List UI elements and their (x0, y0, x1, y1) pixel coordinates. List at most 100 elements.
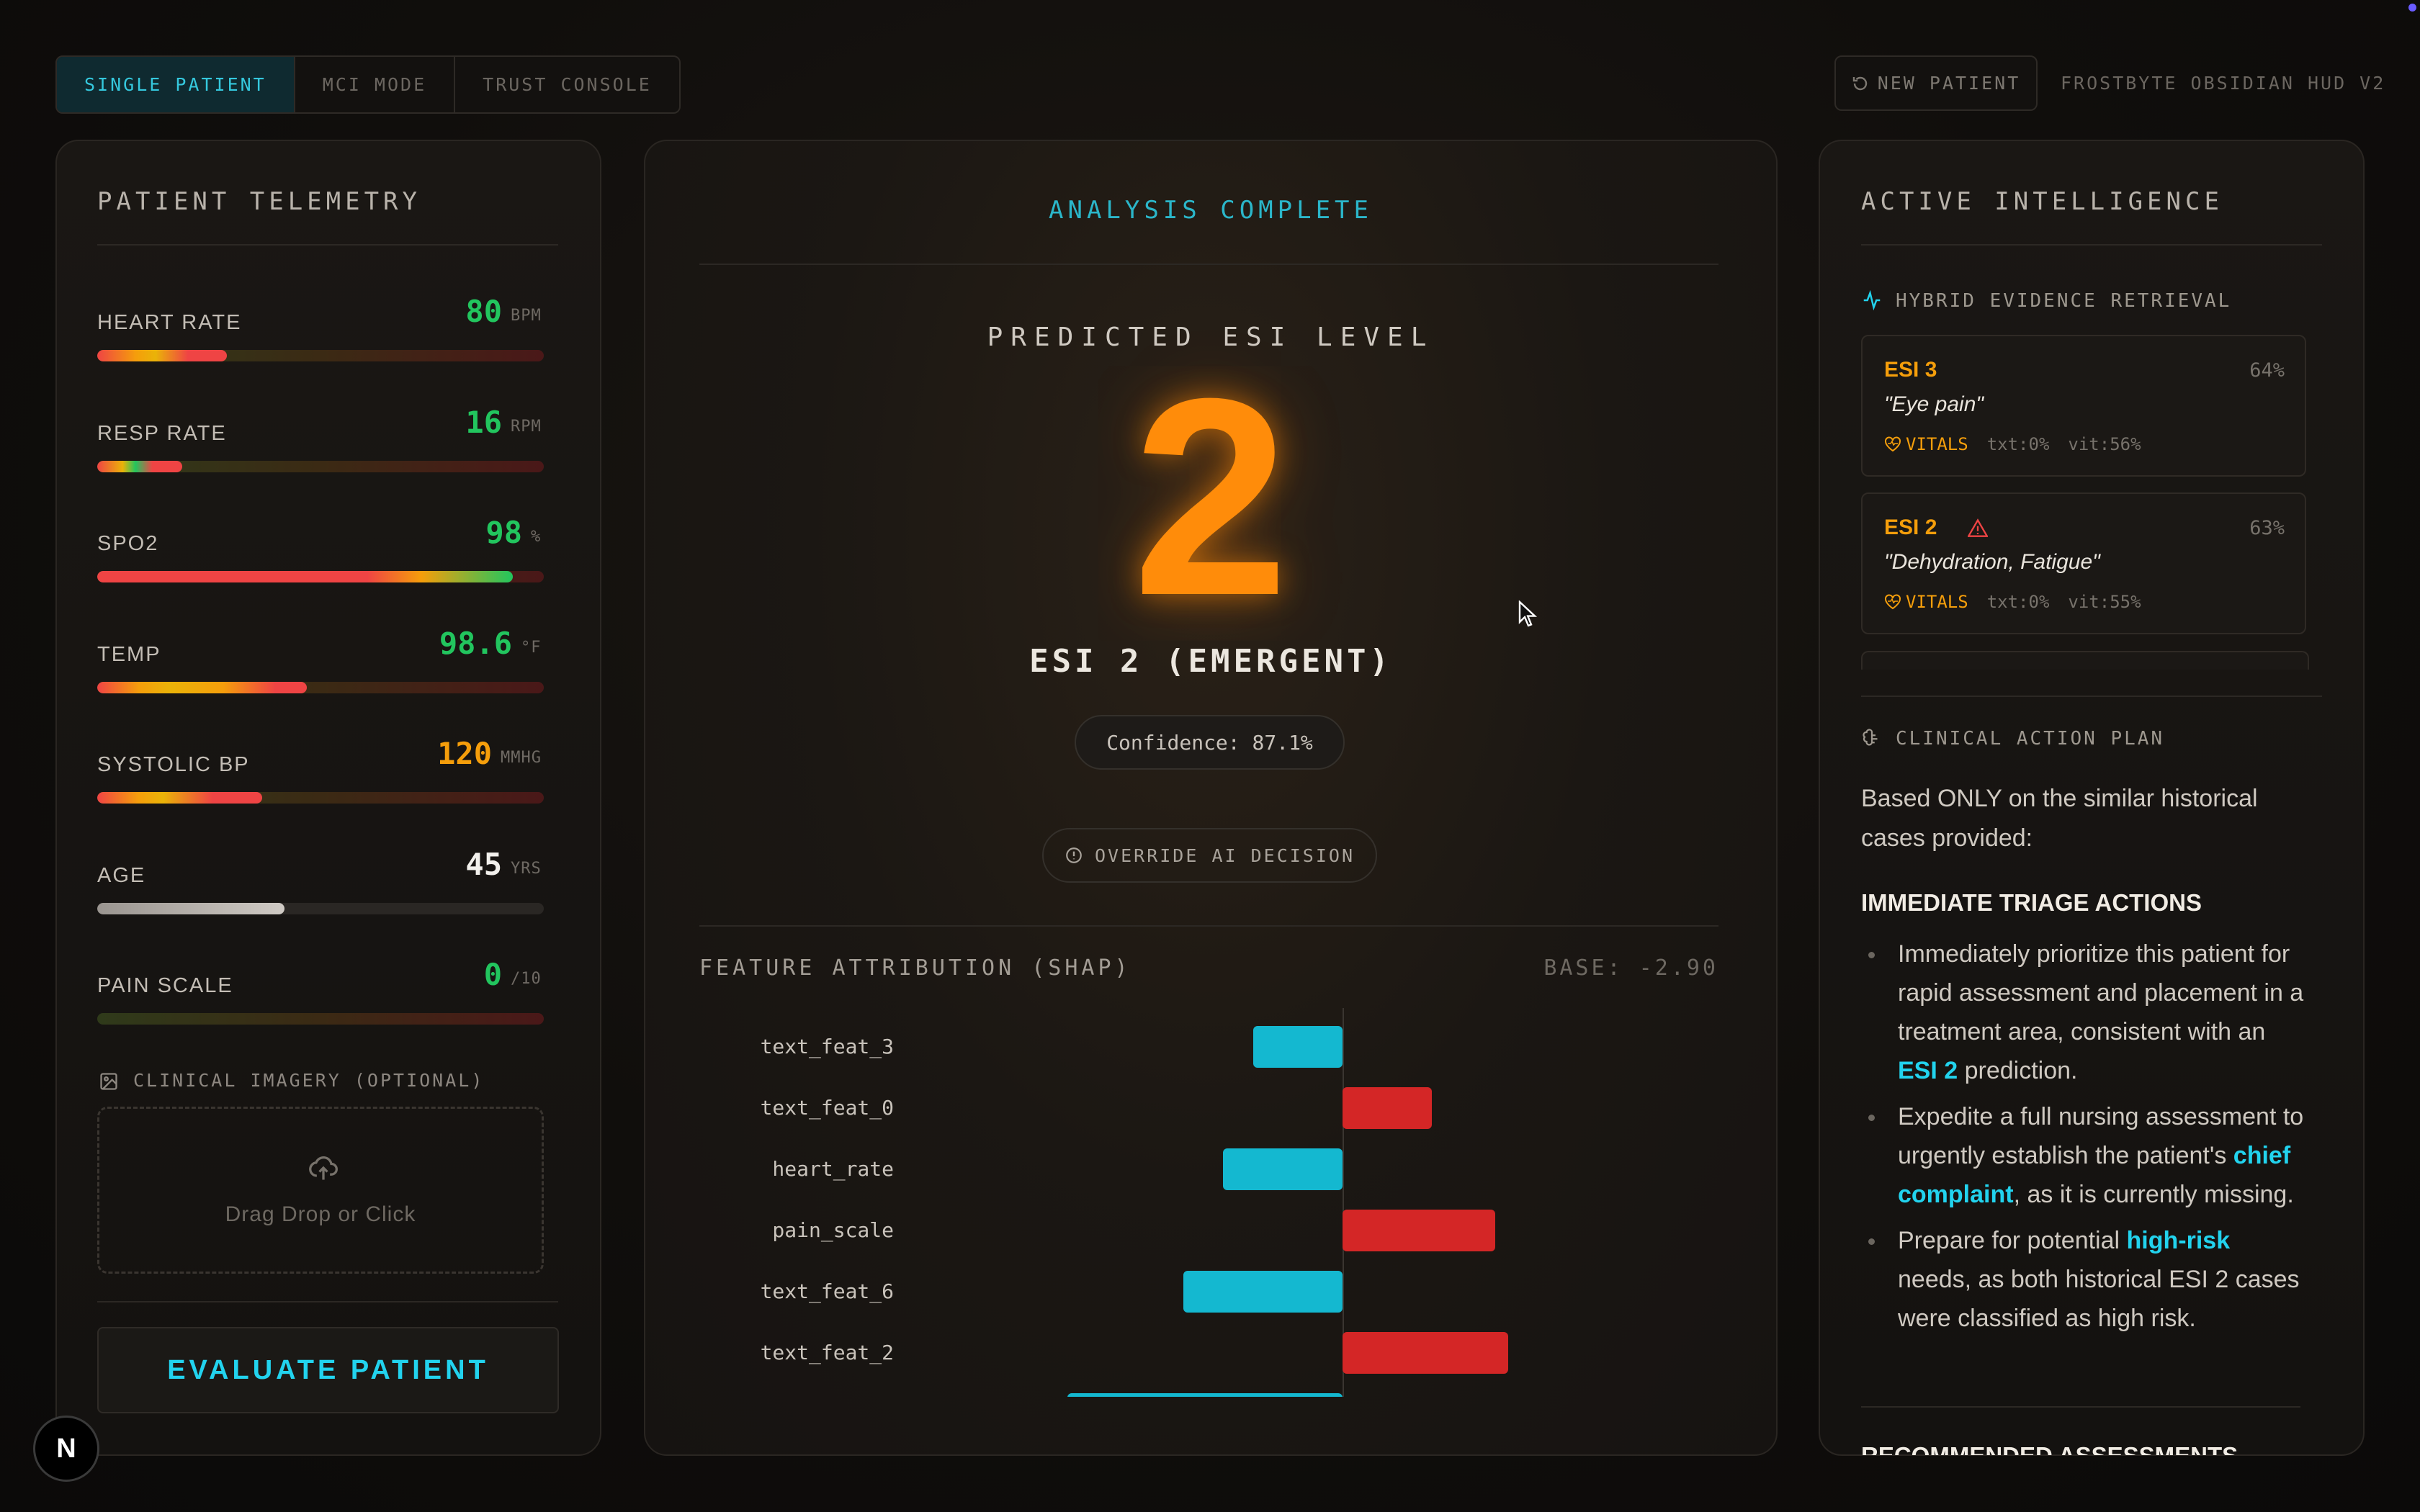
triage-action-item: Immediately prioritize this patient for … (1861, 935, 2308, 1090)
shap-bar (1343, 1087, 1433, 1129)
shap-feature-label: text_feat_0 (760, 1096, 894, 1120)
evidence-similarity: 63% (2249, 517, 2285, 539)
metric-label: SPO2 (97, 532, 159, 555)
panel-title-intelligence: ACTIVE INTELLIGENCE (1861, 187, 2223, 216)
evidence-complaint: "Dehydration, Fatigue" (1884, 550, 2100, 574)
evidence-similarity: 64% (2249, 359, 2285, 382)
brand-label: FROSTBYTE OBSIDIAN HUD V2 (2061, 73, 2386, 94)
metric-value: 98.6 (439, 625, 512, 661)
divider (699, 264, 1718, 265)
evidence-card[interactable]: ESI 2 63% "Dehydration, Fatigue" VITALS txt:… (1861, 492, 2306, 634)
evidence-esi: ESI 2 (1884, 516, 1937, 539)
vitals-tag: VITALS (1884, 434, 1968, 454)
evidence-meta: VITALS txt:0% vit:56% (1884, 434, 2141, 454)
metric-label: PAIN SCALE (97, 974, 233, 997)
evidence-esi: ESI 3 (1884, 358, 1937, 382)
metric-bar (97, 902, 544, 914)
metric-unit: RPM (511, 417, 542, 436)
metric-value: 16 (465, 404, 502, 440)
status-dot (2408, 4, 2416, 12)
upload-cloud-icon (309, 1156, 338, 1180)
metric-value: 45 (465, 846, 502, 882)
shap-bar (1067, 1393, 1343, 1397)
divider (97, 244, 558, 246)
hybrid-evidence-label: HYBRID EVIDENCE RETRIEVAL (1896, 290, 2232, 312)
metric-bar (97, 681, 544, 693)
metric-bar (97, 350, 544, 361)
override-label: OVERRIDE AI DECISION (1094, 845, 1355, 866)
metric-bar-fill (97, 792, 263, 804)
heart-pulse-icon (1885, 594, 1901, 610)
metric-unit: °F (521, 638, 542, 657)
vitals-score: vit:55% (2068, 592, 2141, 612)
metric-label: TEMP (97, 642, 161, 666)
predicted-esi-label: PREDICTED ESI LEVEL (987, 323, 1435, 352)
metric-value: 80 (465, 294, 502, 329)
shap-feature-label: text_feat_3 (760, 1035, 894, 1058)
image-icon (100, 1073, 117, 1090)
highlight-term: high-risk (2126, 1227, 2231, 1254)
highlight-term: ESI 2 (1898, 1057, 1958, 1084)
zero-axis (1343, 1008, 1344, 1397)
evidence-card[interactable]: ESI 3 64% "Eye pain" VITALS txt:0% vit:56% (1861, 335, 2306, 477)
metric-bar (97, 792, 544, 804)
tab-single-patient[interactable]: SINGLE PATIENT (57, 57, 295, 112)
mouse-cursor-icon (1518, 600, 1538, 627)
shap-feature-label: heart_rate (772, 1157, 894, 1181)
metric-unit: /10 (511, 970, 542, 988)
analysis-status: ANALYSIS COMPLETE (1049, 196, 1373, 225)
mode-switcher: SINGLE PATIENT MCI MODE TRUST CONSOLE (55, 55, 681, 114)
divider (97, 1301, 558, 1302)
shap-feature-label: text_feat_6 (760, 1279, 894, 1303)
divider (1861, 1406, 2300, 1408)
evidence-complaint: "Eye pain" (1884, 392, 1984, 416)
shap-bar (1252, 1026, 1343, 1068)
vitals-score: vit:56% (2068, 434, 2141, 454)
esi-level-text: ESI 2 (EMERGENT) (1029, 643, 1392, 680)
metric-unit: BPM (511, 307, 542, 325)
warning-icon (1968, 518, 1988, 537)
shap-base-value: BASE: -2.90 (1543, 955, 1718, 981)
tab-trust-console[interactable]: TRUST CONSOLE (483, 74, 652, 95)
action-text: Immediately prioritize this patient for … (1898, 940, 2304, 1045)
metric-value: 98 (485, 515, 522, 550)
vitals-tag: VITALS (1884, 592, 1968, 612)
metric-bar (97, 571, 544, 582)
action-text: prediction. (1958, 1057, 2078, 1084)
new-patient-label: NEW PATIENT (1877, 73, 2021, 94)
metric-bar-fill (97, 350, 227, 361)
recommended-assessments-heading: RECOMMENDED ASSESSMENTS (1861, 1442, 2238, 1455)
new-patient-button[interactable]: NEW PATIENT (1834, 55, 2038, 111)
tab-mci-mode[interactable]: MCI MODE (295, 57, 456, 112)
next-devtools-badge[interactable]: N (33, 1416, 99, 1482)
metric-value: 120 (437, 736, 492, 771)
triage-action-item: Expedite a full nursing assessment to ur… (1861, 1097, 2308, 1214)
highlight-term: chief complaint (1898, 1142, 2291, 1208)
image-dropzone[interactable]: Drag Drop or Click (97, 1107, 544, 1274)
metric-value: 0 (483, 957, 502, 992)
metric-label: AGE (97, 863, 146, 887)
metric-unit: MMHG (501, 749, 542, 767)
shap-chart: text_feat_3 text_feat_0 heart_rate pain_sca… (699, 1008, 1718, 1397)
metric-label: RESP RATE (97, 421, 227, 445)
metric-bar (97, 460, 544, 472)
shap-bar (1183, 1271, 1343, 1313)
metric-unit: % (531, 528, 542, 546)
divider (1861, 696, 2322, 697)
vitals-label: VITALS (1906, 434, 1968, 454)
plan-intro: Based ONLY on the similar historical cas… (1861, 785, 2258, 852)
evaluate-patient-button[interactable]: EVALUATE PATIENT (97, 1327, 559, 1413)
metric-bar-fill (97, 902, 285, 914)
shap-feature-label: text_feat_2 (760, 1341, 894, 1364)
override-ai-button[interactable]: OVERRIDE AI DECISION (1042, 828, 1377, 883)
action-text: Prepare for potential (1898, 1227, 2127, 1254)
activity-icon (1863, 289, 1881, 311)
triage-action-item: Prepare for potential high-risk needs, a… (1861, 1221, 2308, 1338)
metric-label: SYSTOLIC BP (97, 753, 250, 776)
shap-title: FEATURE ATTRIBUTION (SHAP) (699, 955, 1131, 981)
refresh-icon (1852, 76, 1867, 90)
metric-label: HEART RATE (97, 311, 242, 334)
metric-bar-fill (97, 571, 513, 582)
metric-bar-fill (97, 681, 308, 693)
text-score: txt:0% (1986, 592, 2050, 612)
